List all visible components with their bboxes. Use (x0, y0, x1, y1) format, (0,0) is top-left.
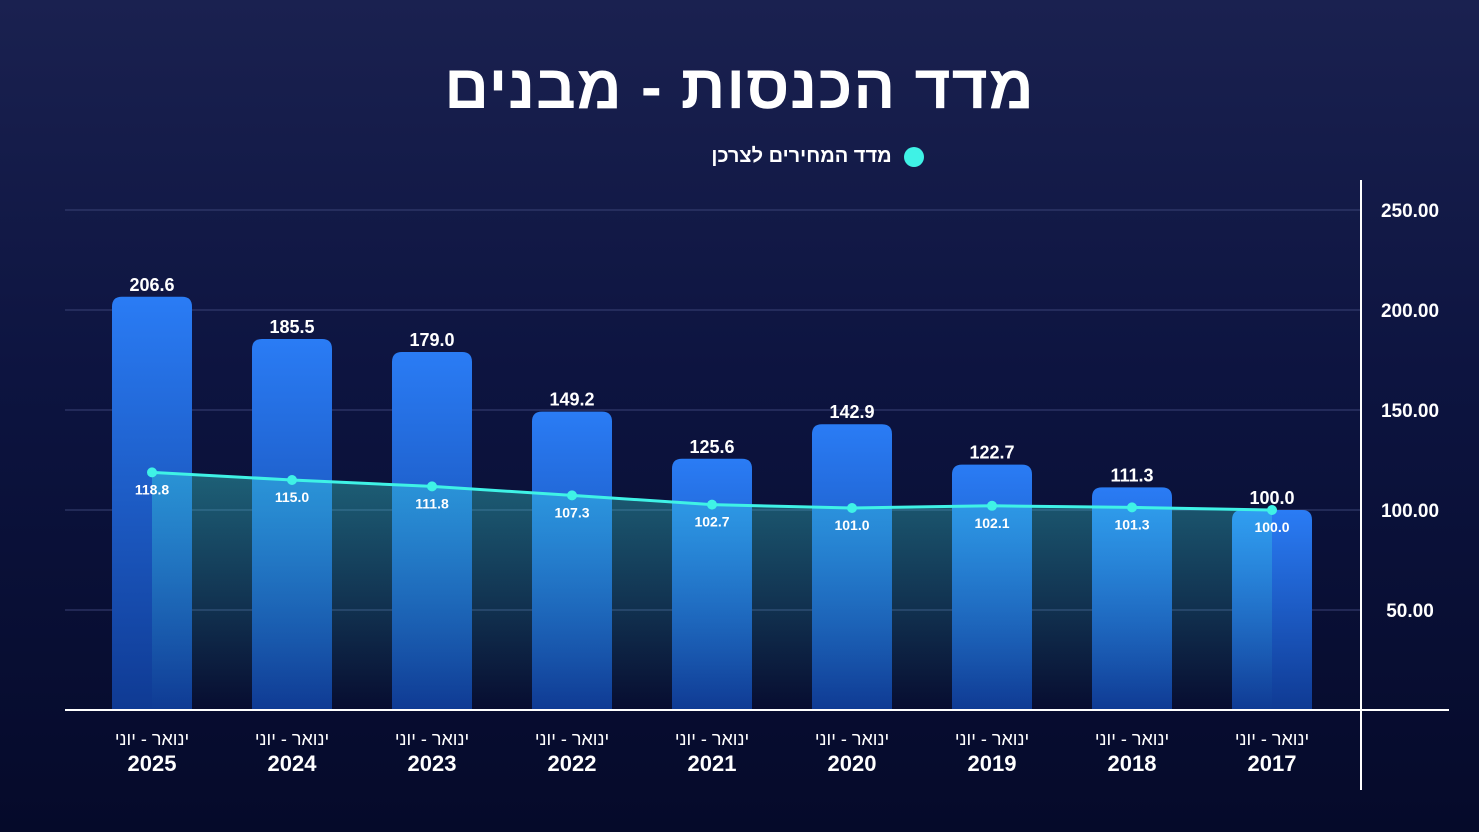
bar-value-label: 100.0 (1249, 488, 1294, 508)
line-point (1127, 502, 1137, 513)
x-category-label: ינואר - יוני (675, 729, 749, 749)
line-value-label: 101.0 (834, 517, 869, 533)
line-point (567, 490, 577, 501)
x-category-label: ינואר - יוני (395, 729, 469, 749)
y-tick-label: 250.00 (1381, 201, 1439, 222)
bar-value-label: 125.6 (689, 437, 734, 457)
y-tick-label: 50.00 (1386, 601, 1434, 622)
bar-value-label: 142.9 (829, 402, 874, 422)
x-category-year: 2023 (408, 751, 457, 776)
line-point (987, 500, 997, 511)
line-value-label: 118.8 (135, 481, 169, 497)
line-point (427, 481, 437, 492)
x-category-label: ינואר - יוני (255, 729, 329, 749)
line-value-label: 102.1 (974, 515, 1009, 531)
x-category-label: ינואר - יוני (1235, 729, 1309, 749)
line-value-label: 101.3 (1114, 516, 1149, 532)
x-category-label: ינואר - יוני (535, 729, 609, 749)
bar-value-label: 179.0 (409, 330, 454, 350)
x-category-year: 2017 (1248, 751, 1297, 776)
x-category-year: 2022 (548, 751, 597, 776)
y-tick-label: 200.00 (1381, 301, 1439, 322)
y-tick-label: 100.00 (1381, 501, 1439, 522)
x-category-year: 2018 (1108, 751, 1157, 776)
line-point (147, 467, 157, 478)
line-value-label: 115.0 (275, 489, 309, 505)
line-value-label: 100.0 (1254, 519, 1289, 535)
bar-value-label: 149.2 (549, 390, 594, 410)
bar-value-label: 206.6 (129, 275, 174, 295)
x-category-year: 2024 (268, 751, 318, 776)
bar-value-label: 185.5 (269, 317, 314, 337)
legend: מדד המחירים לצרכן (0, 145, 1479, 168)
line-point (847, 503, 857, 513)
x-category-year: 2019 (968, 751, 1017, 776)
line-point (1267, 505, 1277, 515)
x-category-year: 2025 (128, 751, 177, 776)
bar-value-label: 111.3 (1110, 465, 1153, 485)
line-point (707, 499, 717, 510)
chart-title: מדד הכנסות - מבנים (444, 53, 1035, 122)
bar-value-label: 122.7 (969, 443, 1014, 463)
x-category-label: ינואר - יוני (1095, 729, 1169, 749)
line-area (152, 472, 1272, 710)
legend-label: מדד המחירים לצרכן (711, 145, 892, 167)
x-category-label: ינואר - יוני (815, 729, 889, 749)
x-category-label: ינואר - יוני (955, 729, 1029, 749)
y-tick-label: 150.00 (1381, 401, 1439, 422)
x-category-year: 2021 (688, 751, 737, 776)
legend-swatch (903, 146, 924, 167)
line-value-label: 111.8 (415, 495, 449, 511)
line-value-label: 102.7 (694, 514, 729, 530)
x-category-year: 2020 (828, 751, 877, 776)
line-point (287, 475, 297, 485)
line-value-label: 107.3 (554, 504, 589, 520)
x-category-label: ינואר - יוני (115, 729, 189, 749)
